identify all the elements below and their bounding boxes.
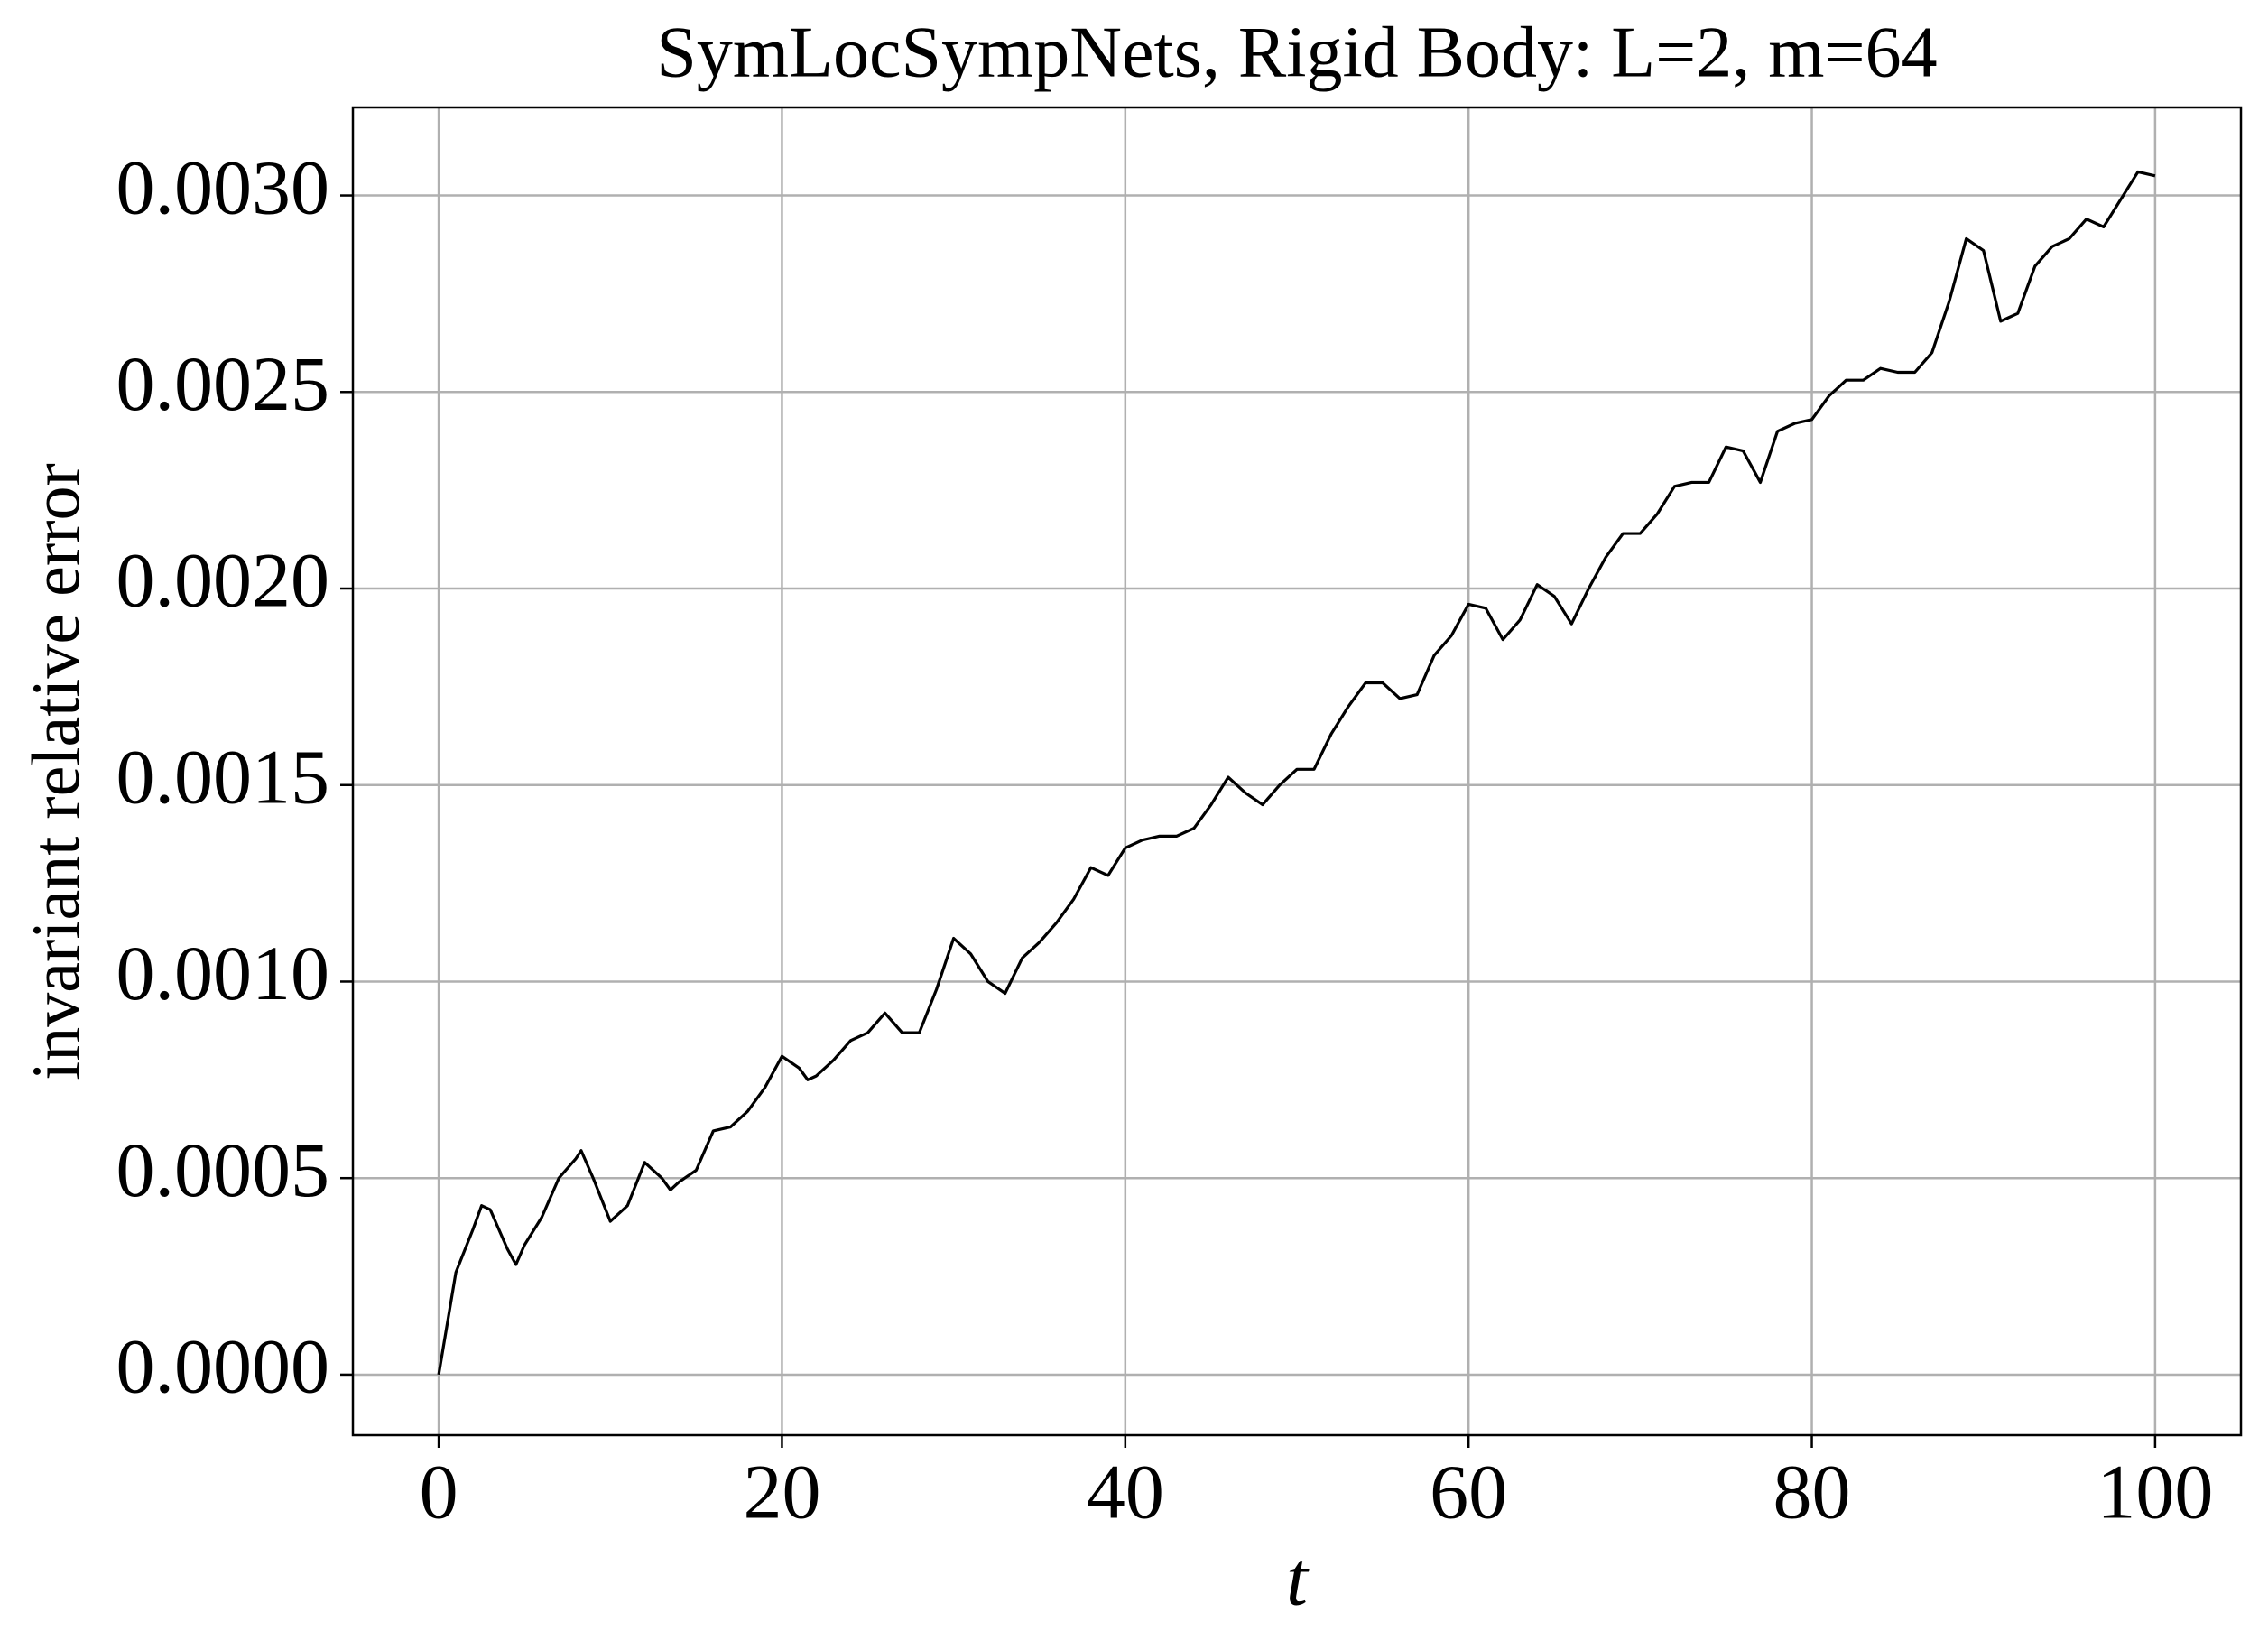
- y-tick-label: 0.0000: [116, 1323, 330, 1410]
- x-tick-label: 20: [743, 1449, 820, 1535]
- x-tick-label: 100: [2097, 1449, 2213, 1535]
- chart-title: SymLocSympNets, Rigid Body: L=2, m=64: [656, 13, 1937, 92]
- x-tick-label: 0: [420, 1449, 458, 1535]
- x-tick-label: 60: [1430, 1449, 1507, 1535]
- y-tick-label: 0.0020: [116, 537, 330, 624]
- y-tick-label: 0.0025: [116, 340, 330, 427]
- y-tick-label: 0.0010: [116, 930, 330, 1016]
- y-tick-label: 0.0015: [116, 733, 330, 820]
- axes-frame: [351, 106, 2243, 1437]
- y-tick-label: 0.0030: [116, 144, 330, 230]
- data-line: [437, 170, 2156, 1376]
- y-tick-label: 0.0005: [116, 1126, 330, 1213]
- y-axis-label: invariant relative error: [18, 463, 94, 1080]
- x-axis-label: t: [1286, 1535, 1310, 1622]
- x-tick-label: 80: [1773, 1449, 1851, 1535]
- x-tick-label: 40: [1087, 1449, 1164, 1535]
